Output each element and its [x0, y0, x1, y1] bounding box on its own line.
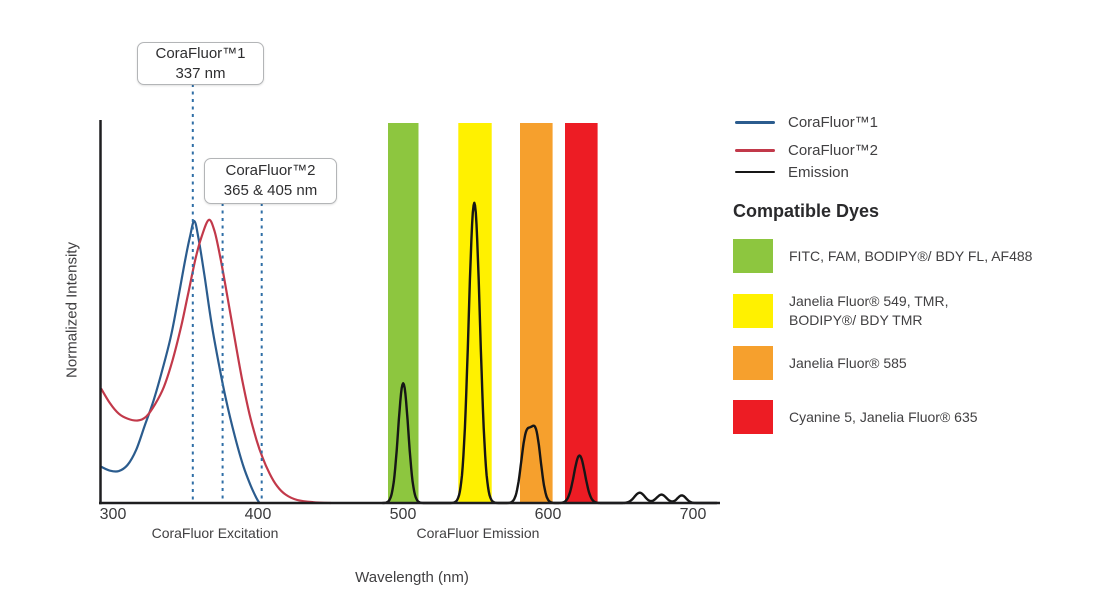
callout-corafluor1-337nm: CoraFluor™1 337 nm [137, 42, 264, 85]
x-tick-300: 300 [99, 506, 127, 523]
x-tick-700: 700 [679, 506, 707, 523]
excitation-curve-corafluor2 [100, 218, 332, 505]
callout-corafluor1-wavelength: 337 nm [175, 64, 226, 82]
dye-label-jf549-line2: BODIPY®/ BDY TMR [789, 312, 923, 328]
x-tick-400: 400 [244, 506, 272, 523]
legend-item-emission: Emission [735, 162, 849, 182]
yellow-filter-swatch [733, 294, 773, 328]
x-axis-title: Wavelength (nm) [355, 569, 469, 586]
compatible-dyes-heading: Compatible Dyes [733, 201, 880, 221]
dye-item-jf585: Janelia Fluor® 585 [733, 346, 907, 380]
y-axis-title: Normalized Intensity [63, 242, 81, 378]
spectra-chart [99, 84, 720, 505]
emission-section-label: CoraFluor Emission [416, 525, 540, 541]
filter-band-3 [565, 123, 598, 503]
green-filter-swatch [733, 239, 773, 273]
legend-label-emission: Emission [788, 163, 849, 181]
dye-label-jf585: Janelia Fluor® 585 [789, 354, 907, 371]
excitation-section-label: CoraFluor Excitation [151, 525, 279, 541]
orange-filter-swatch [733, 346, 773, 380]
dye-item-cy5: Cyanine 5, Janelia Fluor® 635 [733, 400, 978, 434]
filter-band-0 [388, 123, 419, 503]
filter-band-2 [520, 123, 553, 503]
corafluor2-line-swatch [735, 148, 775, 152]
callout-corafluor2-name: CoraFluor™2 [225, 162, 316, 179]
dye-item-fitc: FITC, FAM, BODIPY®/ BDY FL, AF488 [733, 239, 1032, 273]
legend-label-corafluor2: CoraFluor™2 [788, 141, 879, 159]
callout-corafluor2-wavelength: 365 & 405 nm [223, 182, 318, 199]
emission-filter-bands [388, 123, 598, 503]
legend-item-corafluor2: CoraFluor™2 [735, 140, 878, 160]
callout-corafluor2-365-405nm: CoraFluor™2 365 & 405 nm [204, 158, 337, 204]
legend-label-corafluor1: CoraFluor™1 [788, 113, 879, 131]
dye-label-fitc: FITC, FAM, BODIPY®/ BDY FL, AF488 [789, 247, 1033, 264]
x-tick-500: 500 [389, 506, 417, 523]
dye-item-jf549: Janelia Fluor® 549, TMR, BODIPY®/ BDY TM… [733, 292, 948, 330]
dye-label-jf549: Janelia Fluor® 549, TMR, [789, 293, 949, 309]
callout-corafluor1-name: CoraFluor™1 [155, 44, 246, 62]
x-tick-600: 600 [534, 506, 562, 523]
legend-item-corafluor1: CoraFluor™1 [735, 112, 878, 132]
dye-label-cy5: Cyanine 5, Janelia Fluor® 635 [789, 408, 978, 425]
excitation-wavelength-markers [191, 84, 263, 503]
red-filter-swatch [733, 400, 773, 434]
excitation-curve-corafluor1 [100, 219, 261, 505]
corafluor1-line-swatch [735, 120, 775, 124]
emission-line-swatch [735, 170, 775, 174]
